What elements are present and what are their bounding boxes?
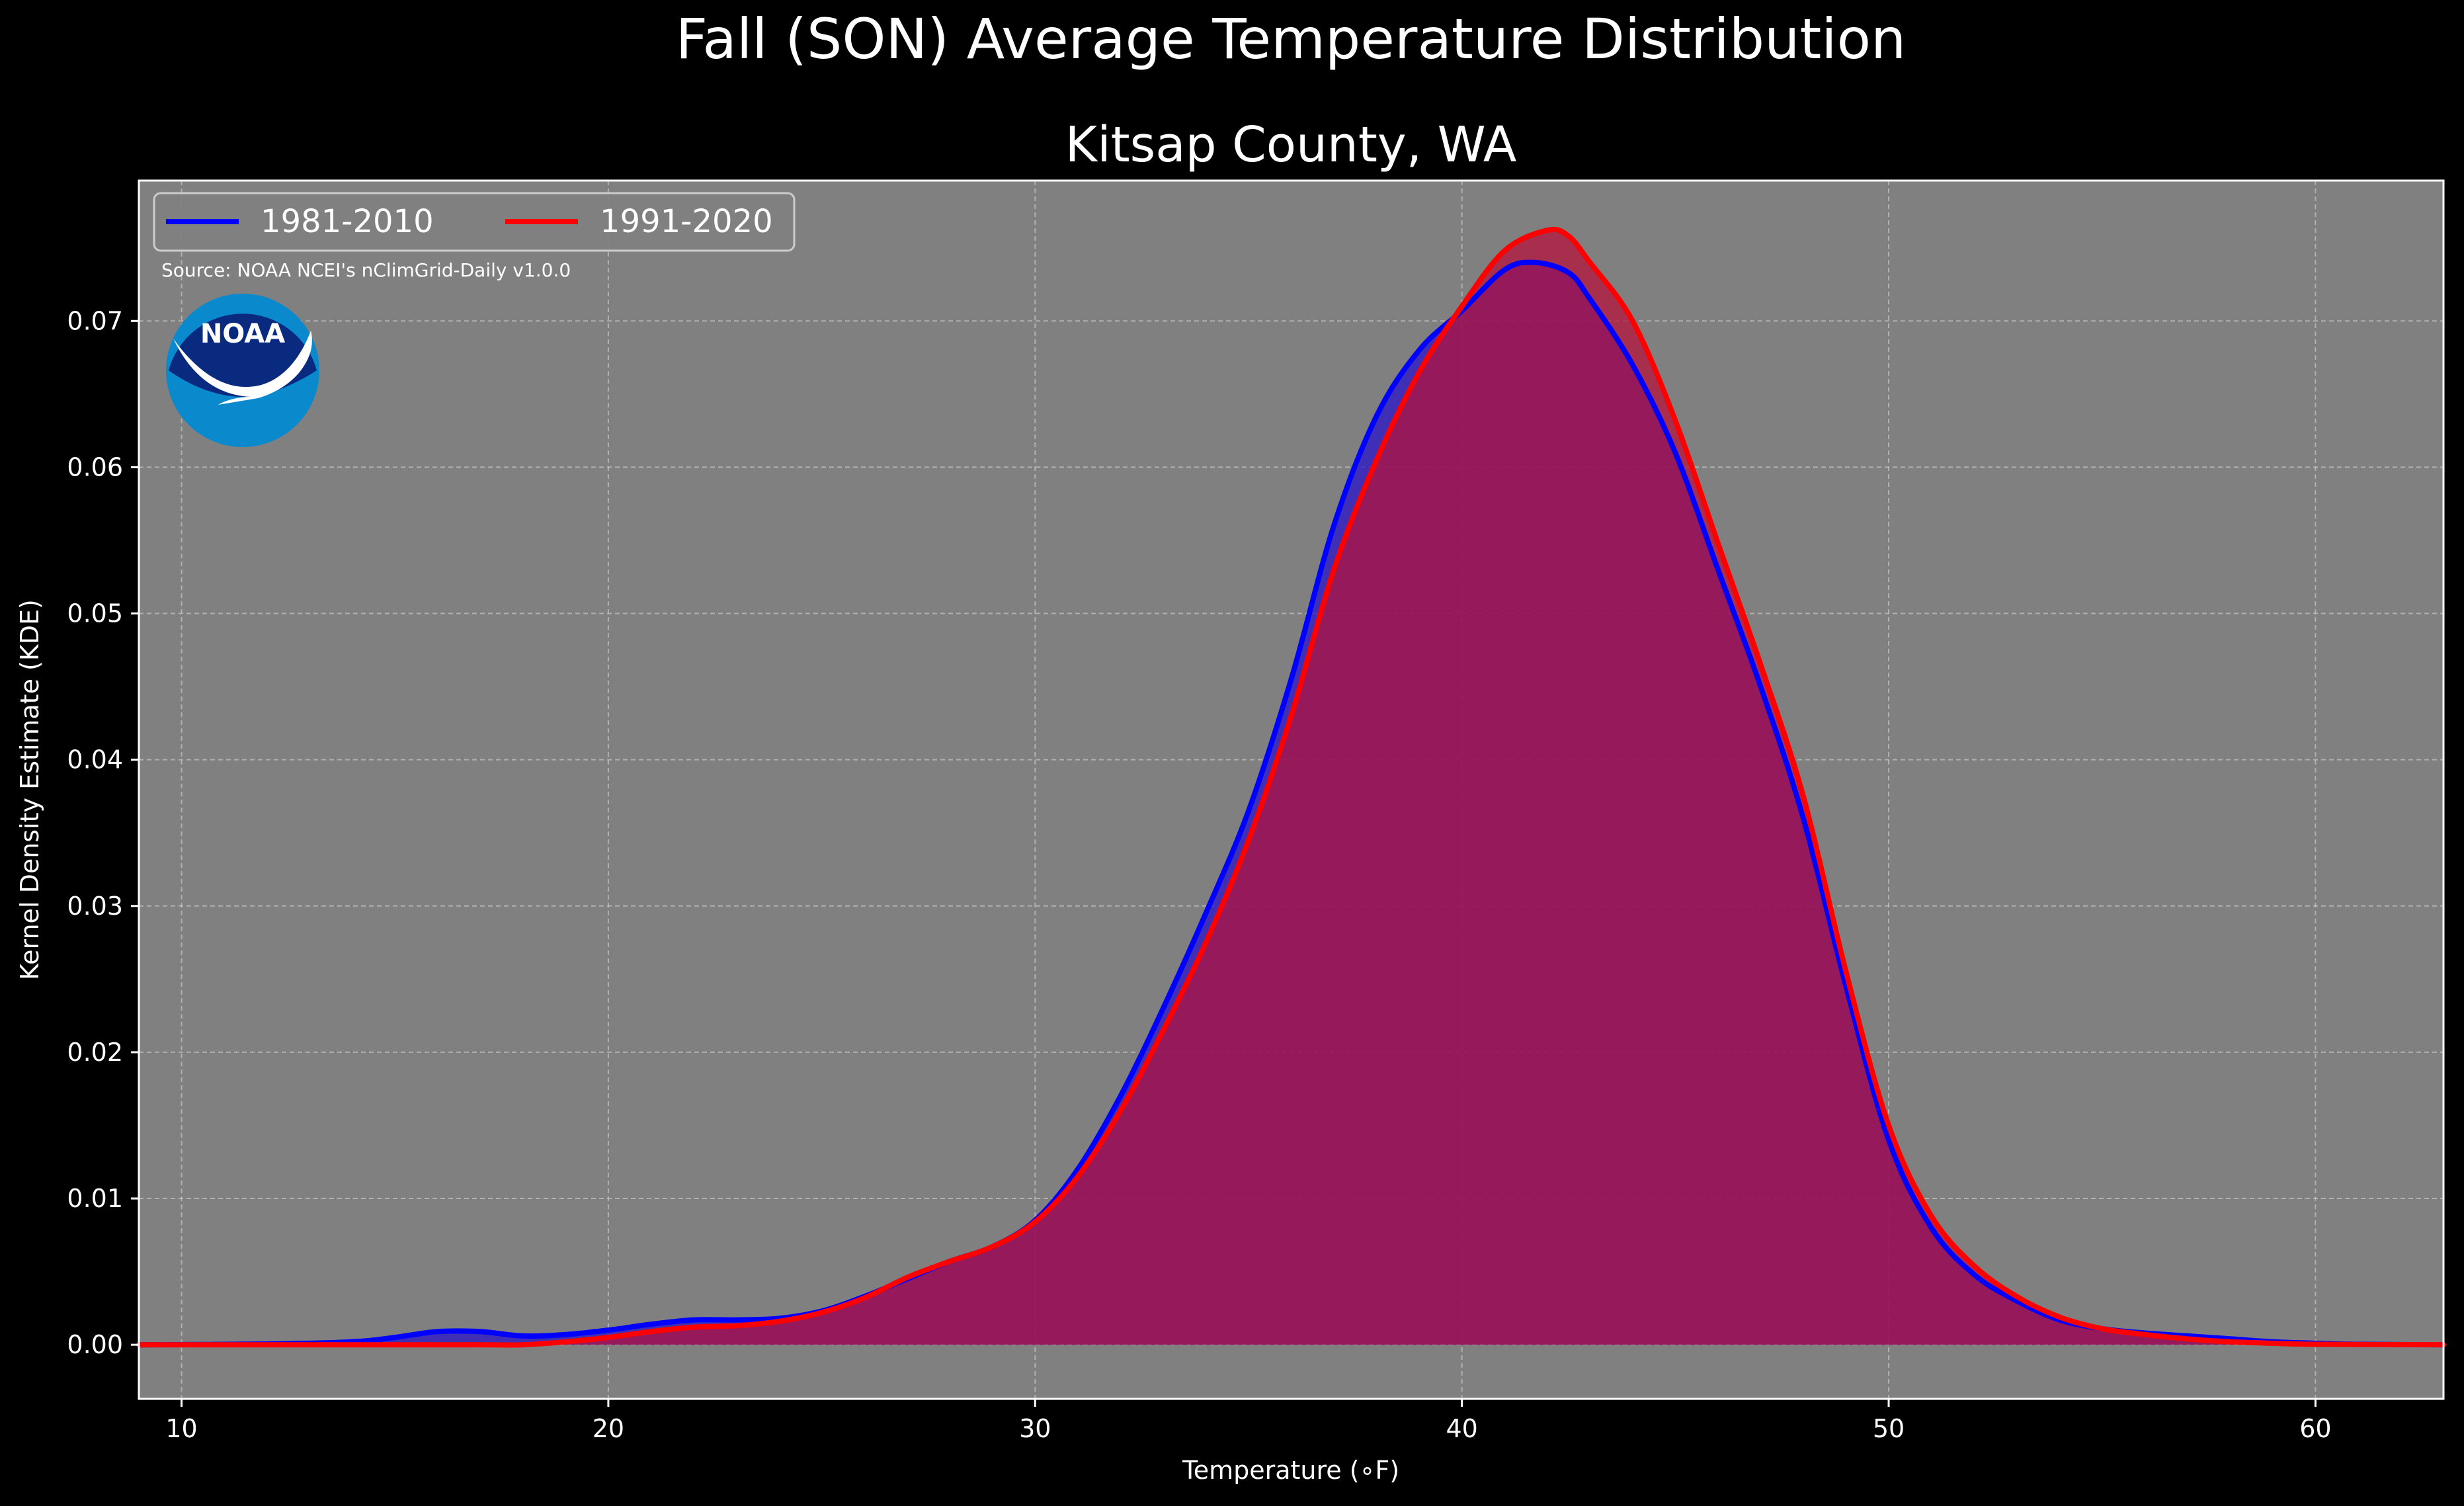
legend-label-1991-2020: 1991-2020 <box>600 203 773 240</box>
y-axis-label: Kernel Density Estimate (KDE) <box>15 599 44 980</box>
x-tick-label: 40 <box>1446 1414 1477 1443</box>
y-tick-label: 0.02 <box>67 1038 123 1067</box>
y-tick-label: 0.05 <box>67 599 123 628</box>
series-lines <box>136 226 2446 1348</box>
plot-frame <box>138 179 2445 1400</box>
y-tick-label: 0.01 <box>67 1184 123 1213</box>
noaa-logo-text: NOAA <box>200 319 285 349</box>
y-axis: 0.00 0.01 0.02 0.03 0.04 0.05 0.06 0.07 <box>67 306 139 1359</box>
y-tick-label: 0.04 <box>67 745 123 774</box>
source-text: Source: NOAA NCEI's nClimGrid-Daily v1.0… <box>161 259 571 281</box>
legend-label-1981-2010: 1981-2010 <box>261 203 434 240</box>
y-tick-label: 0.00 <box>67 1330 123 1359</box>
x-axis-label: Temperature (∘F) <box>1182 1456 1399 1485</box>
y-tick-label: 0.07 <box>67 306 123 335</box>
chart-suptitle: Fall (SON) Average Temperature Distribut… <box>676 7 1906 71</box>
x-tick-label: 10 <box>165 1414 197 1443</box>
x-axis: 10 20 30 40 50 60 <box>165 1399 2332 1443</box>
legend-box <box>153 192 796 252</box>
x-tick-label: 20 <box>593 1414 624 1443</box>
x-tick-label: 30 <box>1019 1414 1051 1443</box>
series-line-1991-2020 <box>136 226 2446 1348</box>
legend: 1981-2010 1991-2020 <box>153 192 796 252</box>
x-tick-label: 60 <box>2299 1414 2331 1443</box>
chart-title: Kitsap County, WA <box>1065 116 1517 173</box>
y-tick-label: 0.06 <box>67 452 123 481</box>
series-line-1981-2010 <box>136 259 2446 1348</box>
x-tick-label: 50 <box>1873 1414 1905 1443</box>
y-tick-label: 0.03 <box>67 892 123 921</box>
noaa-logo: NOAA <box>166 294 319 447</box>
